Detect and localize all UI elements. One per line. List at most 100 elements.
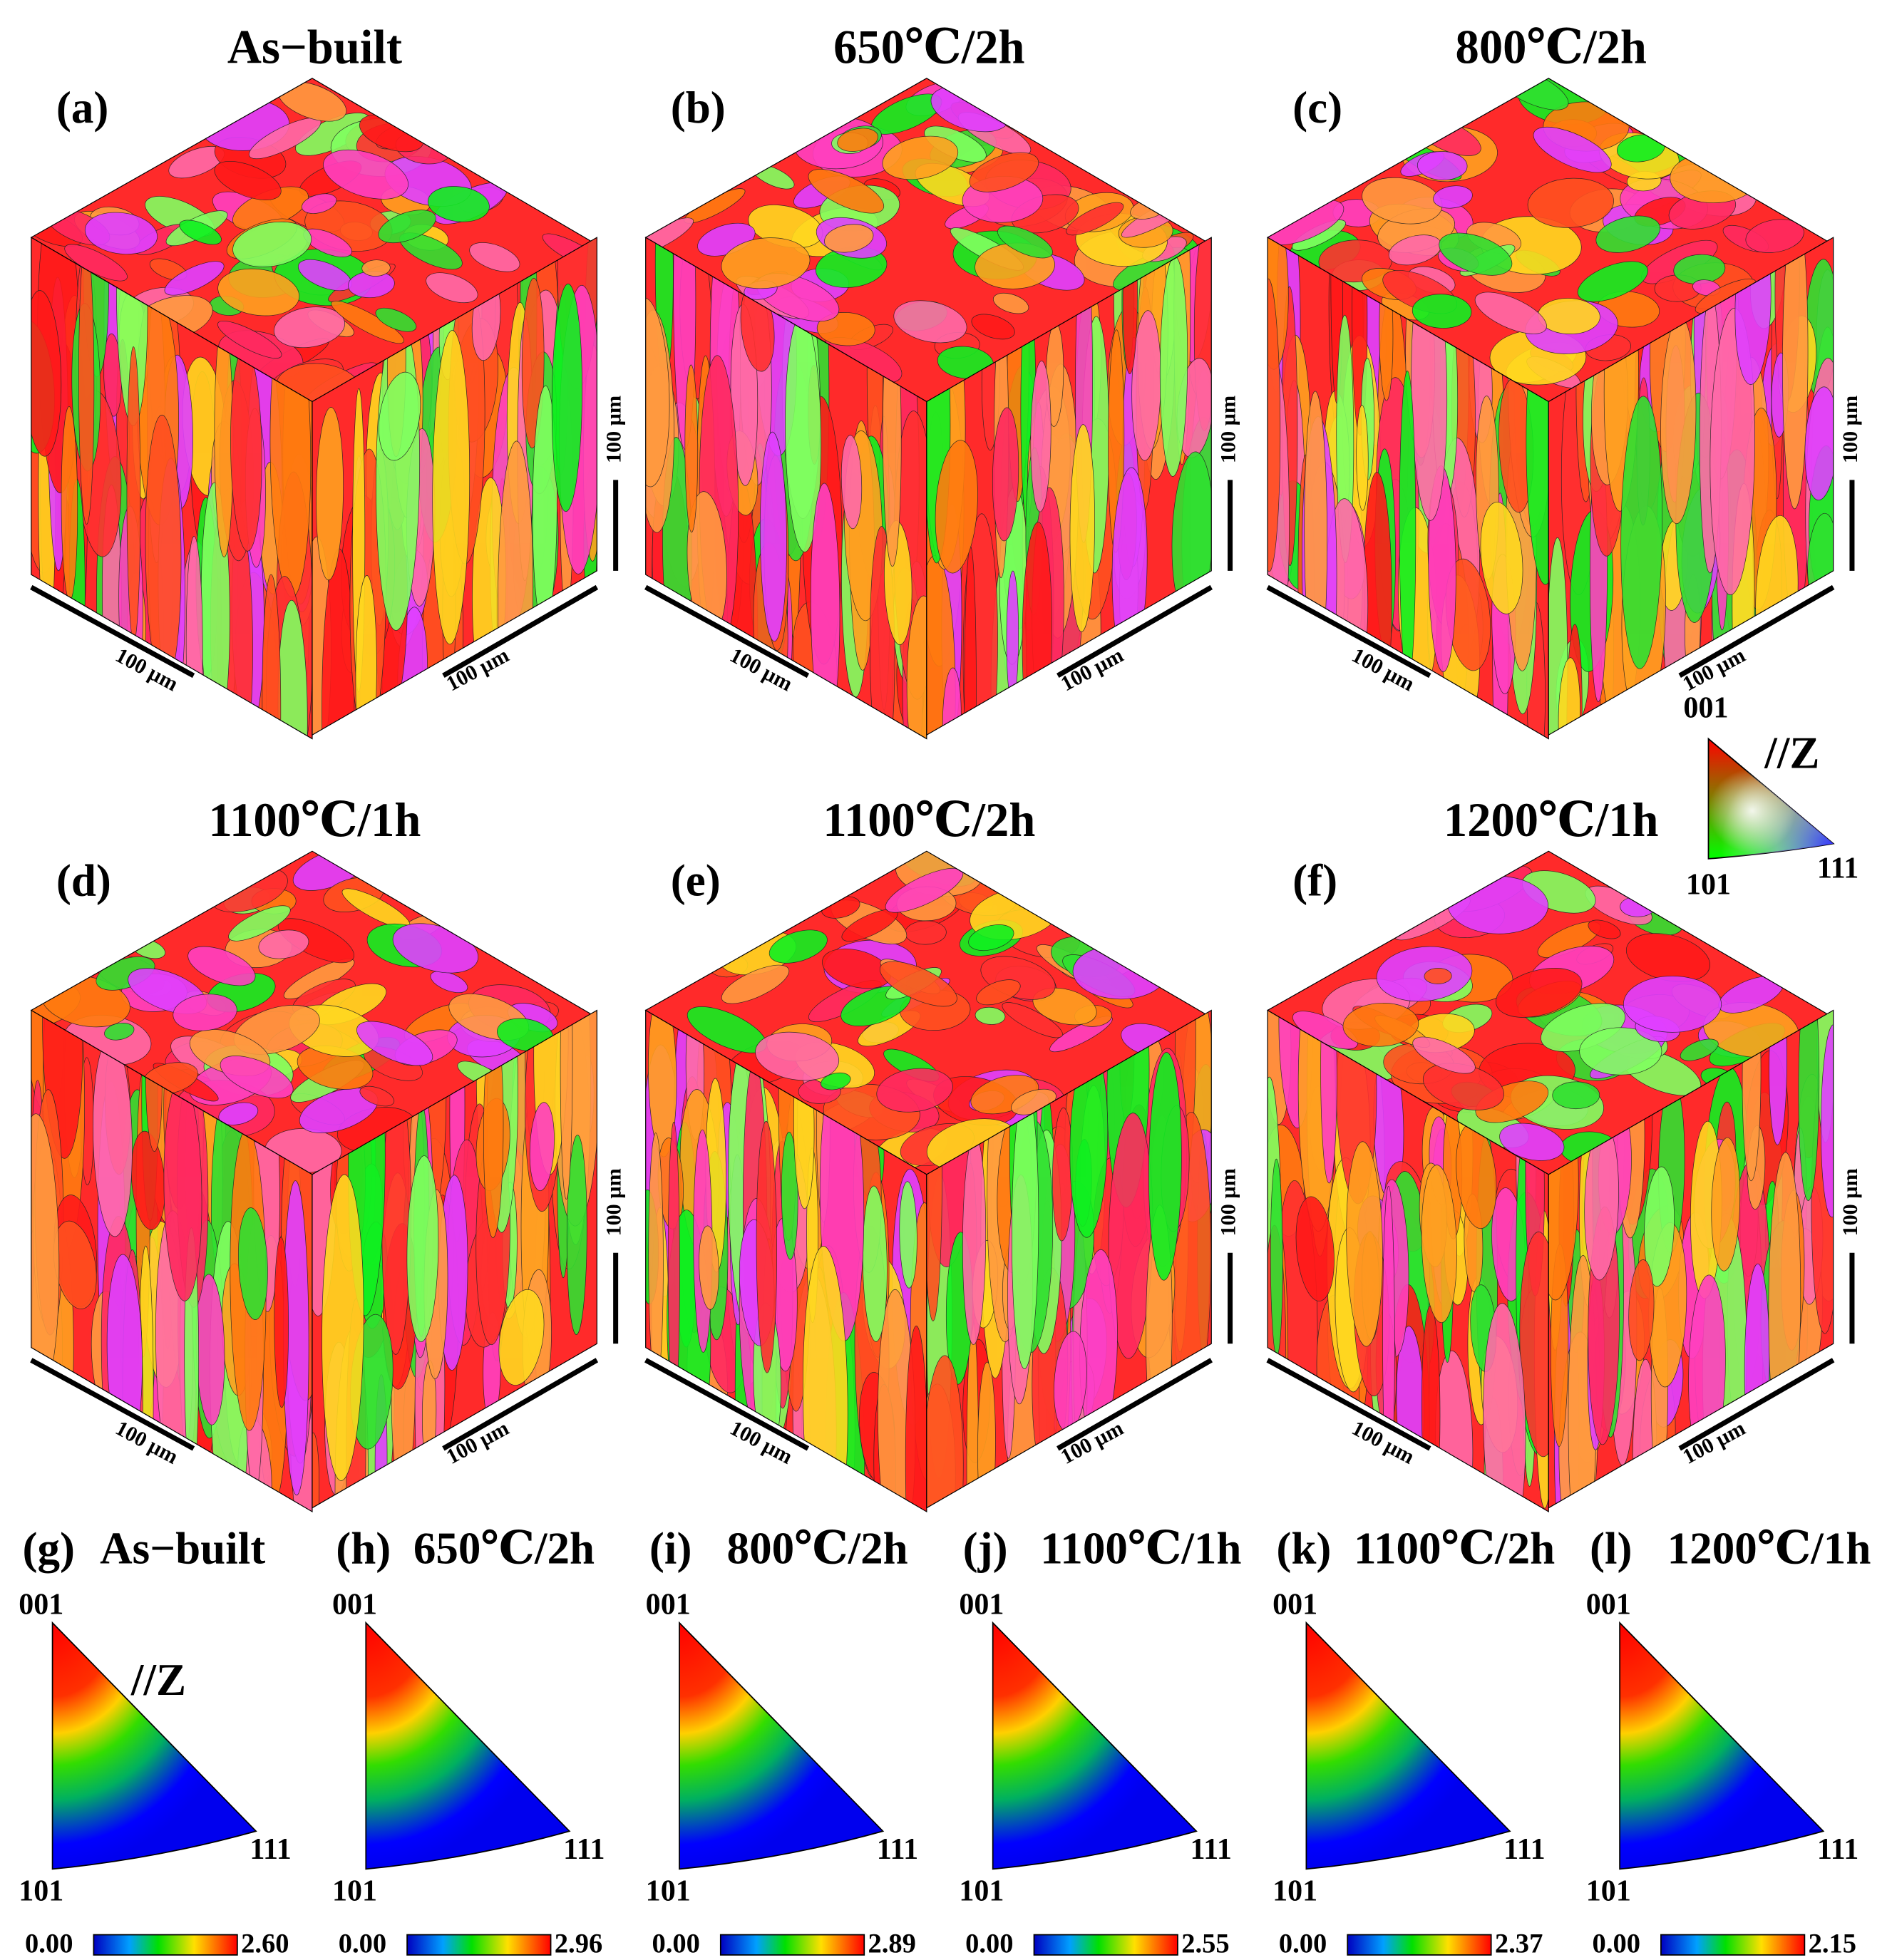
grain-map <box>645 1010 927 1512</box>
grain <box>499 1279 544 1397</box>
colorbar-min: 0.00 <box>339 1928 386 1959</box>
scale-label: 100 µm <box>1839 396 1862 463</box>
cube-face <box>303 881 600 1664</box>
pole-label: 111 <box>1817 1832 1858 1866</box>
grain <box>317 400 344 587</box>
scale-bar <box>442 584 599 679</box>
grain <box>220 901 299 947</box>
grain <box>1407 1054 1520 1119</box>
grain <box>1268 272 1280 578</box>
grain <box>1347 1132 1383 1357</box>
scale-bar <box>30 584 195 679</box>
scale-bar <box>1266 1358 1431 1451</box>
pole-label: 111 <box>877 1832 918 1866</box>
colorbar-max: 2.96 <box>555 1928 602 1959</box>
cube-face <box>910 105 1222 877</box>
grain <box>905 1319 927 1512</box>
grain <box>1565 254 1661 309</box>
colorbar-min: 0.00 <box>965 1928 1013 1959</box>
panel-label: (d) <box>56 855 111 905</box>
face-edge <box>312 237 597 735</box>
ipf-label: 001 <box>1683 691 1728 724</box>
grain-map <box>312 237 597 736</box>
grain <box>1070 418 1095 639</box>
inverse-pole-figure <box>679 1621 885 1870</box>
grain <box>703 227 828 299</box>
pole-figure-panel: (k) 1100℃/2h 001 111 101 0.00 2.37 <box>1273 1522 1555 1959</box>
inverse-pole-figure <box>51 1621 257 1870</box>
grain <box>868 128 973 188</box>
grain <box>207 1048 306 1105</box>
cube-face <box>1537 863 1851 1623</box>
panel-title: 1100℃/1h <box>1040 1522 1241 1573</box>
grain-map <box>926 237 1212 736</box>
grain <box>369 304 423 336</box>
grain <box>711 959 800 1010</box>
grain <box>416 179 503 229</box>
grain <box>201 259 316 326</box>
panel-title: As−built <box>227 21 402 73</box>
colorbar-max: 2.55 <box>1181 1928 1229 1959</box>
grain <box>960 919 1022 956</box>
pole-figure-panel: (g) As−built 001 111 101 //Z 0.00 2.60 <box>19 1522 291 1959</box>
colorbar-min: 0.00 <box>1593 1928 1640 1959</box>
pole-label: 001 <box>646 1587 691 1621</box>
grain <box>1543 1076 1609 1115</box>
grain <box>78 237 93 528</box>
grain <box>289 254 361 296</box>
grain <box>416 267 488 309</box>
panel-title: 650℃/2h <box>833 21 1024 73</box>
grain <box>295 190 343 217</box>
grain <box>1521 120 1624 180</box>
grain <box>1399 366 1416 691</box>
grain <box>1296 1187 1334 1311</box>
ipf-color-key: 001 //Z 101 111 <box>1683 691 1858 901</box>
grain <box>530 1096 554 1197</box>
grain <box>368 204 446 249</box>
scale-label: 100 µm <box>1217 396 1240 463</box>
grain <box>1583 209 1672 260</box>
pole-label: 111 <box>1503 1832 1545 1866</box>
panel-title: 1100℃/1h <box>208 794 421 847</box>
grain <box>1674 1035 1725 1064</box>
grain-map <box>1268 237 1549 739</box>
ipf-label: 111 <box>1817 851 1858 884</box>
grain <box>988 221 1061 264</box>
grain-map <box>1268 78 1868 402</box>
pole-label: 001 <box>1586 1587 1631 1621</box>
grain <box>829 123 886 156</box>
scale-bar <box>1266 584 1431 679</box>
grain <box>1710 296 1755 607</box>
grain <box>354 1083 401 1110</box>
panel-label: (k) <box>1276 1522 1331 1573</box>
grain <box>70 204 172 262</box>
grain <box>567 1130 587 1341</box>
grain <box>1712 1130 1740 1279</box>
colorbar <box>1347 1934 1492 1956</box>
grain <box>379 362 420 471</box>
panel-title: 1200℃/1h <box>1444 794 1659 847</box>
panel-label: (h) <box>336 1522 391 1573</box>
grain-map <box>926 1010 1212 1508</box>
grain <box>552 276 582 520</box>
pole-label: 111 <box>250 1832 291 1866</box>
face-edge <box>1548 1011 1833 1508</box>
grain <box>969 1004 1011 1028</box>
colorbar-min: 0.00 <box>25 1928 73 1959</box>
grain <box>202 155 293 207</box>
grain <box>1644 1159 1674 1294</box>
grain <box>926 1344 964 1508</box>
grain <box>1357 402 1369 514</box>
grain <box>173 216 229 249</box>
grain <box>957 145 1052 200</box>
pole-label: 001 <box>332 1587 377 1621</box>
grain <box>407 1147 438 1350</box>
colorbar <box>406 1934 552 1956</box>
grain <box>1821 1018 1834 1224</box>
grain <box>424 967 475 996</box>
grain <box>1525 291 1613 341</box>
grain <box>1621 385 1662 680</box>
